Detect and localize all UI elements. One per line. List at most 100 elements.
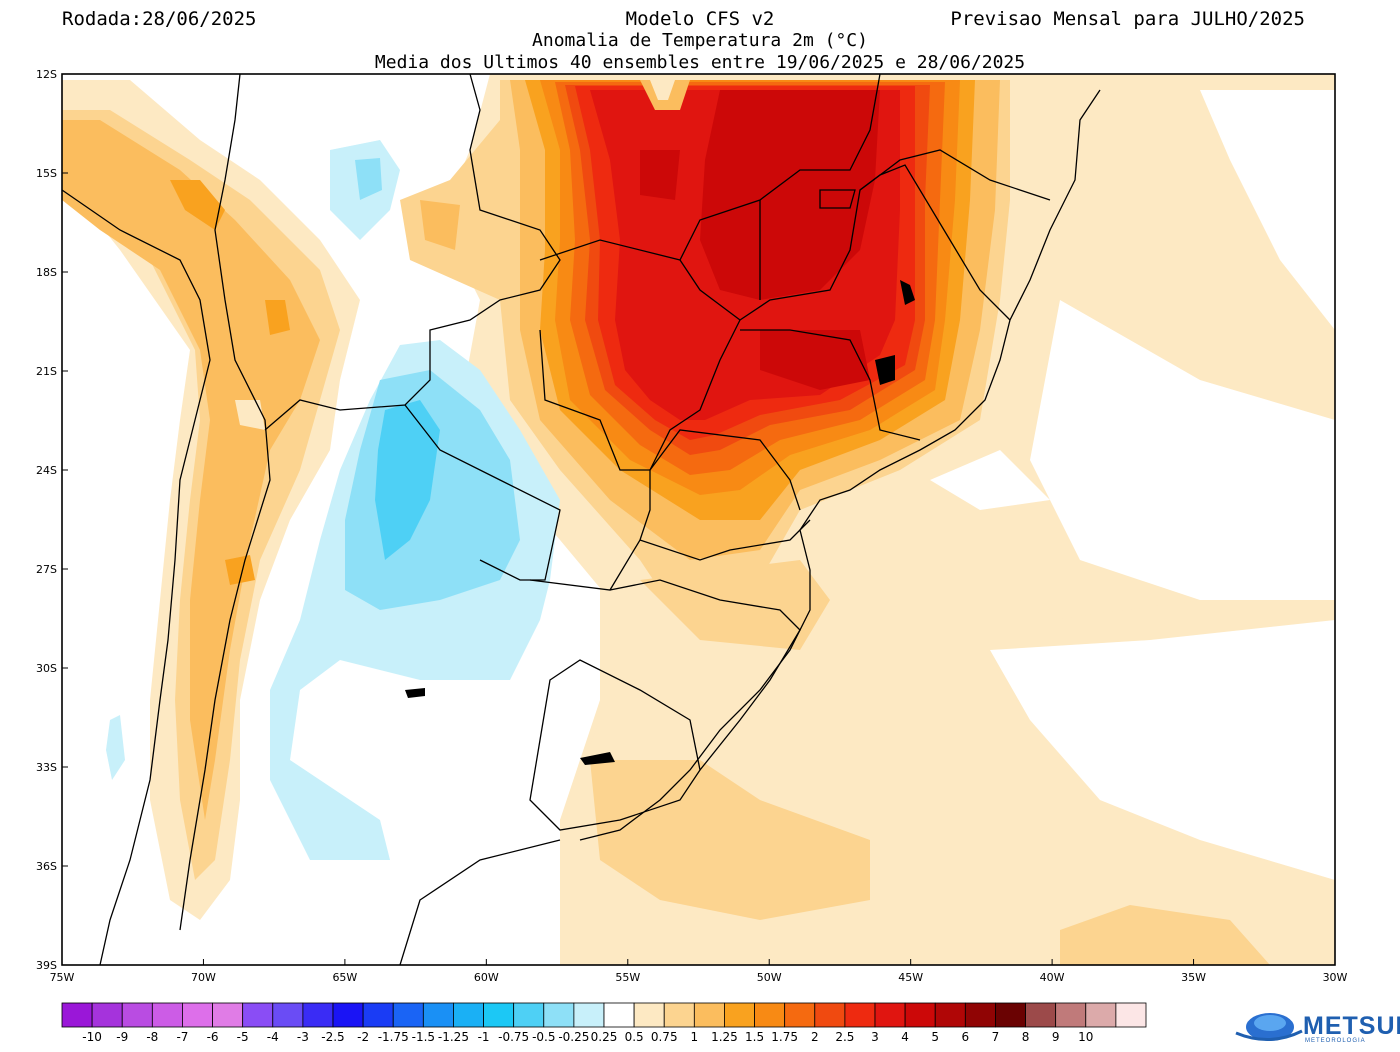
rs-border [609, 579, 801, 771]
colorbar-swatch [332, 1002, 364, 1028]
lon-tick-label: 75W [50, 971, 75, 984]
colorbar-swatch [603, 1002, 635, 1028]
subtitle-ensemble: Media dos Ultimos 40 ensembles entre 19/… [374, 52, 1026, 73]
colorbar-label: -1.25 [438, 1030, 469, 1044]
lake-1 [900, 280, 915, 305]
colorbar-swatch [1085, 1002, 1117, 1028]
run-date: Rodada:28/06/2025 [62, 8, 257, 30]
map-frame [61, 73, 1336, 966]
colorbar-label: 10 [1078, 1030, 1093, 1044]
lake-2 [875, 355, 895, 385]
colorbar-swatch [212, 1002, 244, 1028]
cold-075 [375, 400, 440, 560]
colorbar-swatch [302, 1002, 334, 1028]
anomaly-3a [700, 90, 880, 300]
bolivia-border [264, 74, 561, 431]
colorbar-swatch [693, 1002, 725, 1028]
colorbar-label: -1.5 [412, 1030, 435, 1044]
brazil-states-5 [649, 429, 801, 511]
colorbar-swatch [964, 1002, 996, 1028]
colorbar-label: 9 [1052, 1030, 1060, 1044]
colorbar-swatch [995, 1002, 1026, 1028]
andes-075 [62, 120, 320, 820]
colorbar-swatch [904, 1002, 936, 1028]
colorbar-swatch [182, 1002, 213, 1028]
south-america-coast-west [62, 189, 211, 965]
anomaly-075-b [420, 200, 460, 250]
brazil-coast [579, 89, 1101, 841]
lat-tick-label: 36S [36, 860, 57, 873]
lat-tick-label: 15S [36, 167, 57, 180]
colorbar-label: -0.75 [498, 1030, 529, 1044]
colorbar-label: -4 [267, 1030, 279, 1044]
lake-3 [580, 752, 615, 765]
colorbar-label: -6 [207, 1030, 219, 1044]
anomaly-05-southeast [1060, 905, 1270, 965]
metsul-logo-icon [1235, 1013, 1303, 1042]
colorbar-label: 1.25 [711, 1030, 738, 1044]
colorbar-swatch [61, 1002, 93, 1028]
colorbar-swatches [61, 1002, 1147, 1028]
colorbar-labels: -10 -9 -8 -7 -6 -5 -4 -3 -2.5 -2 -1.75 -1.5 -1.25 -1-… [82, 1030, 1093, 1044]
lon-tick-label: 45W [898, 971, 923, 984]
lake-4 [405, 688, 425, 698]
colorbar-swatch [724, 1002, 755, 1028]
forecast-label: Previsao Mensal para JULHO/2025 [950, 8, 1305, 30]
paraguay-border [404, 404, 561, 581]
lat-tick-label: 33S [36, 761, 57, 774]
colorbar-swatch [874, 1002, 906, 1028]
colorbar-label: 4 [901, 1030, 909, 1044]
colorbar-swatch [453, 1002, 484, 1028]
anomaly-3c [640, 150, 680, 200]
brazil-states-4 [740, 329, 921, 441]
model-title: Modelo CFS v2 [625, 8, 775, 30]
uruguay-border [529, 659, 701, 831]
anomaly-05-south [640, 560, 830, 650]
colorbar-swatch [392, 1002, 424, 1028]
colorbar-swatch [272, 1002, 304, 1028]
lat-tick-label: 21S [36, 365, 57, 378]
country-boundaries [62, 74, 1101, 965]
lon-tick-label: 65W [332, 971, 357, 984]
latitude-axis: 12S 15S 18S 21S 24S 27S 30S 33S 36S 39S [36, 68, 68, 972]
andes-border [179, 74, 271, 931]
lat-tick-label: 30S [36, 662, 57, 675]
neutral-ocean-3 [930, 450, 1050, 510]
brazil-states-2 [679, 149, 1051, 321]
colorbar-label: 1.75 [771, 1030, 798, 1044]
colorbar-label: -5 [237, 1030, 249, 1044]
neutral-ocean-4 [1100, 515, 1145, 565]
colorbar-swatch [663, 1002, 695, 1028]
lon-tick-label: 35W [1181, 971, 1206, 984]
brazil-states-3 [649, 319, 741, 471]
colorbar-label: 0.25 [591, 1030, 618, 1044]
brazil-df [819, 189, 856, 209]
colorbar-label: 1 [691, 1030, 699, 1044]
subtitle-variable: Anomalia de Temperatura 2m (°C) [532, 30, 868, 51]
colorbar-label: -1.75 [378, 1030, 409, 1044]
colorbar-label: 5 [931, 1030, 939, 1044]
colorbar-label: 0.5 [625, 1030, 644, 1044]
colorbar-swatch [754, 1002, 786, 1028]
colorbar-label: -8 [146, 1030, 158, 1044]
logo-text: METSUL [1303, 1012, 1400, 1040]
colorbar-label: 8 [1022, 1030, 1030, 1044]
colorbar-label: -0.25 [558, 1030, 589, 1044]
colorbar-label: 3 [871, 1030, 879, 1044]
andes-1 [170, 180, 225, 230]
neutral-ocean-1 [1200, 90, 1335, 330]
colorbar-swatch [121, 1002, 153, 1028]
colorbar-swatch [633, 1002, 665, 1028]
lat-tick-label: 18S [36, 266, 57, 279]
colorbar-label: 2.5 [835, 1030, 854, 1044]
andes-neutral [235, 400, 265, 430]
colorbar-label: -7 [176, 1030, 188, 1044]
colorbar-swatch [784, 1002, 816, 1028]
colorbar-swatch [1025, 1002, 1057, 1028]
colorbar-swatch [1055, 1002, 1087, 1028]
colorbar-swatch [1115, 1002, 1147, 1028]
paraguay-east [539, 329, 651, 541]
lon-tick-label: 55W [615, 971, 640, 984]
colorbar-swatch [91, 1002, 123, 1028]
colorbar-swatch [483, 1002, 515, 1028]
